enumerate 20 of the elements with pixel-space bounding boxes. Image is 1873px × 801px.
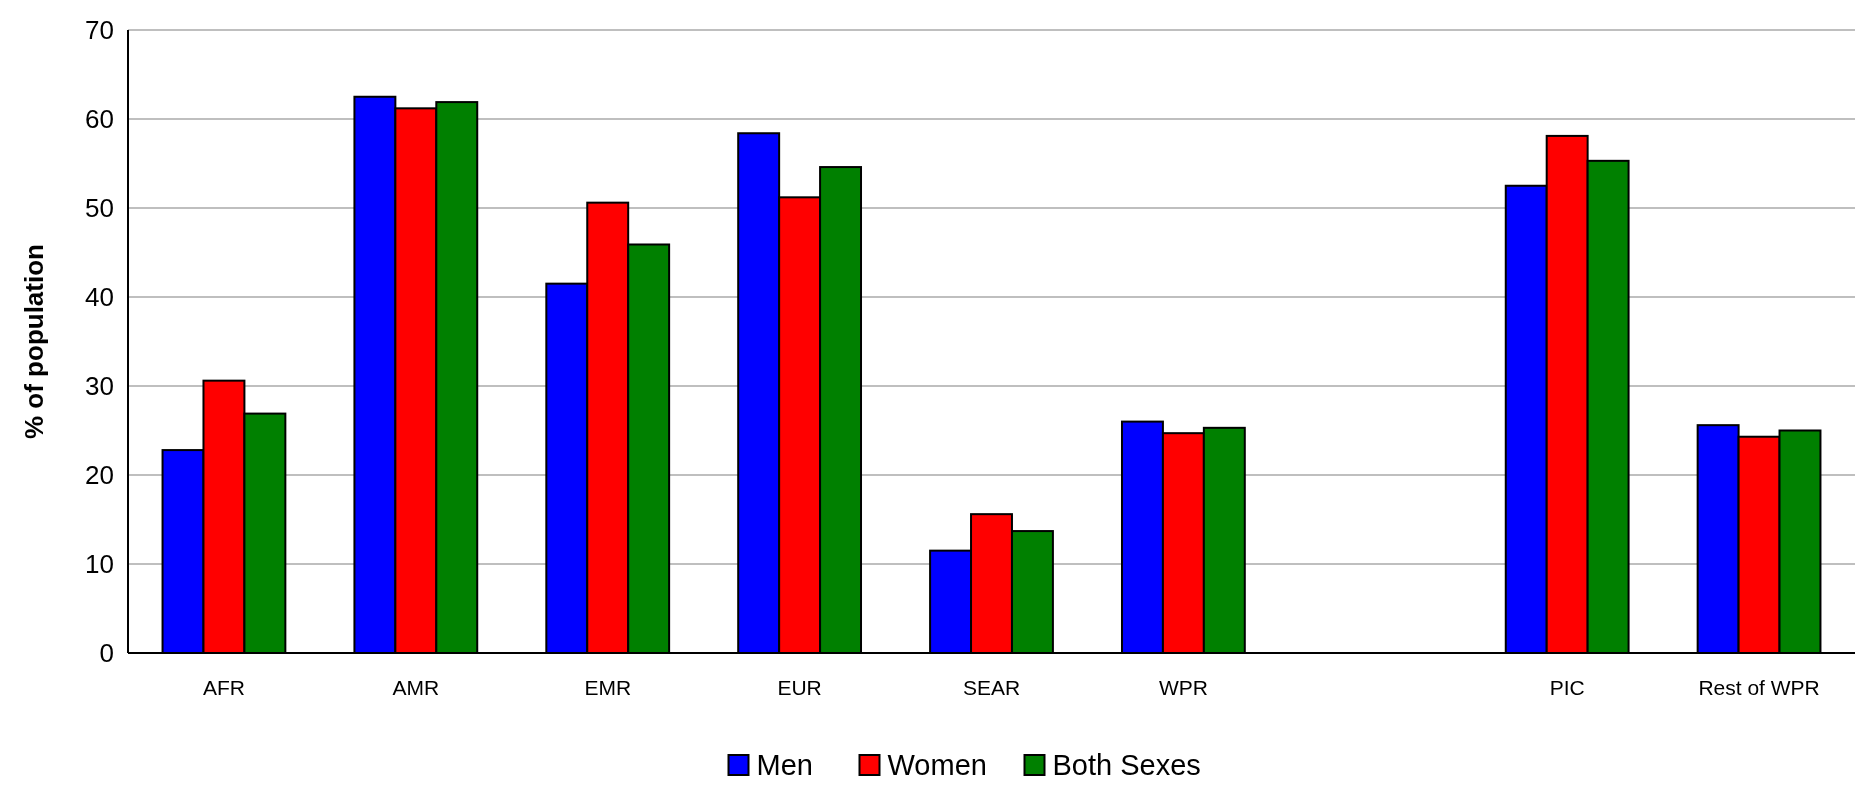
x-tick-label: WPR [1158, 676, 1208, 699]
x-tick-label: Rest of WPR [1698, 676, 1820, 699]
x-tick-label: EMR [584, 676, 632, 699]
x-tick-label: SEAR [962, 676, 1021, 699]
legend-label: Men [756, 749, 813, 781]
y-tick-label: 40 [85, 282, 114, 313]
x-tick-label: PIC [1549, 676, 1585, 699]
y-tick-label: 60 [85, 104, 114, 135]
x-tick-label: EUR [777, 676, 822, 699]
x-tick-label: AMR [392, 676, 440, 699]
y-tick-label: 0 [99, 638, 114, 669]
legend-label: Both Sexes [1052, 749, 1201, 781]
legend-label: Women [887, 749, 987, 781]
y-tick-label: 50 [85, 193, 114, 224]
y-tick-label: 30 [85, 371, 114, 402]
y-tick-label: 20 [85, 460, 114, 491]
y-tick-label: 10 [85, 549, 114, 580]
y-axis-title: % of population [19, 244, 49, 439]
y-tick-label: 70 [85, 15, 114, 46]
x-tick-label: AFR [202, 676, 245, 699]
